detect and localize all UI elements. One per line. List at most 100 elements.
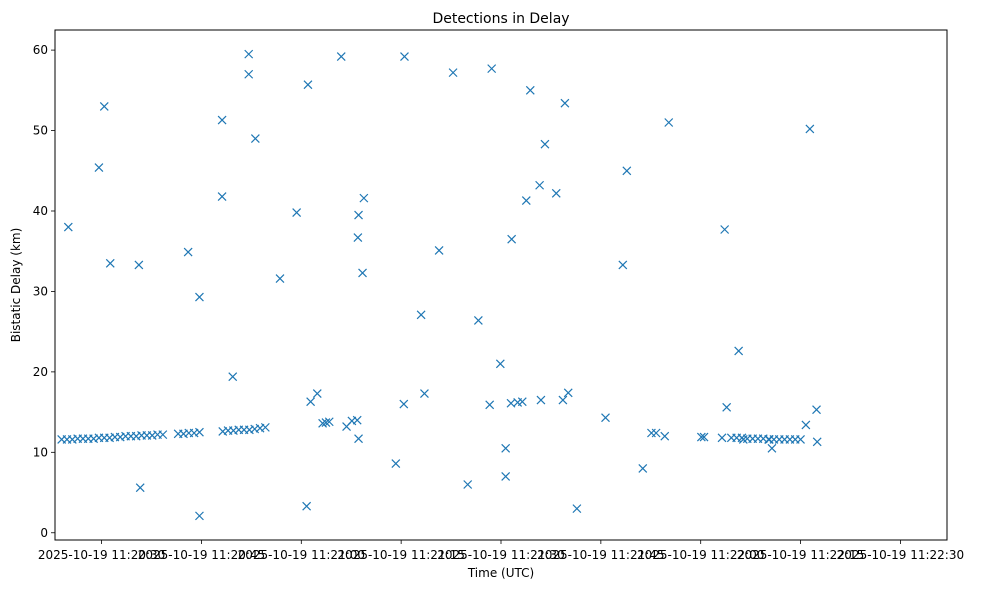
- data-point: [312, 389, 322, 399]
- data-point: [501, 472, 511, 481]
- data-point: [135, 483, 145, 493]
- data-point: [563, 388, 573, 398]
- data-point: [244, 49, 254, 59]
- data-point: [354, 434, 363, 444]
- data-point: [507, 234, 517, 244]
- data-point: [399, 399, 409, 409]
- data-point: [540, 139, 550, 149]
- data-point: [321, 418, 331, 427]
- data-point: [618, 260, 628, 270]
- y-tick-label: 50: [33, 124, 48, 138]
- data-point: [158, 430, 168, 440]
- data-point: [535, 180, 545, 190]
- y-tick-label: 10: [33, 445, 48, 459]
- data-point: [767, 443, 777, 453]
- data-point: [738, 435, 748, 444]
- data-point: [551, 188, 561, 198]
- data-point: [536, 395, 546, 405]
- plot-area: [54, 29, 948, 541]
- data-point: [228, 372, 238, 382]
- data-point: [572, 504, 582, 514]
- data-point: [420, 389, 429, 399]
- data-point: [292, 208, 302, 218]
- data-point: [805, 124, 815, 134]
- data-point: [318, 418, 328, 428]
- data-point: [473, 315, 483, 325]
- data-point: [324, 417, 334, 427]
- x-axis-title: Time (UTC): [467, 566, 534, 580]
- y-axis-ticks: 0 10 20 30 40 50 60: [33, 43, 55, 540]
- data-point: [416, 310, 426, 320]
- data-point: [217, 192, 227, 201]
- data-point: [448, 68, 458, 78]
- x-tick-label: 2025-10-19 11:21:15: [337, 548, 464, 562]
- data-point: [622, 166, 632, 176]
- data-point: [306, 397, 316, 407]
- data-point: [99, 101, 109, 111]
- x-tick-label: 2025-10-19 11:21:00: [238, 548, 365, 562]
- data-point: [664, 118, 674, 127]
- data-point: [302, 501, 312, 511]
- data-point: [796, 435, 805, 444]
- data-point: [517, 397, 527, 407]
- data-point: [487, 64, 497, 74]
- y-tick-label: 60: [33, 43, 48, 57]
- data-point: [638, 463, 648, 473]
- y-tick-label: 0: [40, 526, 48, 540]
- data-point: [485, 400, 495, 410]
- chart-title: Detections in Delay: [432, 11, 569, 27]
- data-point: [244, 69, 254, 79]
- data-point: [764, 435, 774, 444]
- data-point: [63, 222, 73, 232]
- y-tick-label: 30: [33, 284, 48, 298]
- data-point: [353, 233, 363, 242]
- data-point: [359, 193, 369, 203]
- data-point: [463, 480, 473, 489]
- data-point: [717, 433, 727, 443]
- x-tick-label: 2025-10-19 11:22:30: [837, 548, 964, 562]
- data-point: [134, 260, 144, 270]
- data-point: [358, 268, 367, 278]
- data-point: [651, 428, 661, 438]
- y-axis-title: Bistatic Delay (km): [9, 228, 23, 343]
- x-tick-label: 2025-10-19 11:22:15: [737, 548, 864, 562]
- data-point: [501, 443, 511, 453]
- data-point: [391, 459, 401, 469]
- x-tick-label: 2025-10-19 11:22:00: [637, 548, 764, 562]
- data-point: [195, 292, 204, 302]
- data-point: [260, 422, 270, 432]
- data-point: [183, 247, 193, 257]
- data-point: [434, 245, 444, 255]
- x-tick-label: 2025-10-19 11:20:45: [138, 548, 265, 562]
- data-point: [699, 432, 709, 442]
- data-point: [336, 52, 346, 61]
- x-tick-label: 2025-10-19 11:21:30: [437, 548, 564, 562]
- data-point: [495, 359, 505, 369]
- x-tick-label: 2025-10-19 11:20:30: [38, 548, 165, 562]
- data-point: [105, 258, 115, 268]
- data-point: [560, 98, 570, 108]
- data-point: [275, 274, 285, 283]
- data-point: [94, 163, 104, 172]
- x-tick-label: 2025-10-19 11:21:45: [537, 548, 664, 562]
- data-point: [660, 431, 670, 441]
- data-point: [720, 225, 730, 234]
- data-point: [812, 437, 822, 447]
- data-point: [521, 196, 531, 205]
- data-point: [558, 395, 568, 405]
- data-points: [57, 49, 822, 521]
- data-point: [734, 346, 744, 356]
- y-tick-label: 40: [33, 204, 48, 218]
- data-point: [696, 432, 706, 442]
- data-point: [400, 52, 409, 61]
- data-point: [722, 402, 732, 412]
- data-point: [195, 511, 204, 521]
- data-point: [801, 420, 811, 430]
- y-tick-label: 20: [33, 365, 48, 379]
- data-point: [601, 413, 610, 423]
- data-point: [303, 80, 313, 90]
- data-point: [812, 405, 821, 415]
- data-point: [352, 415, 362, 425]
